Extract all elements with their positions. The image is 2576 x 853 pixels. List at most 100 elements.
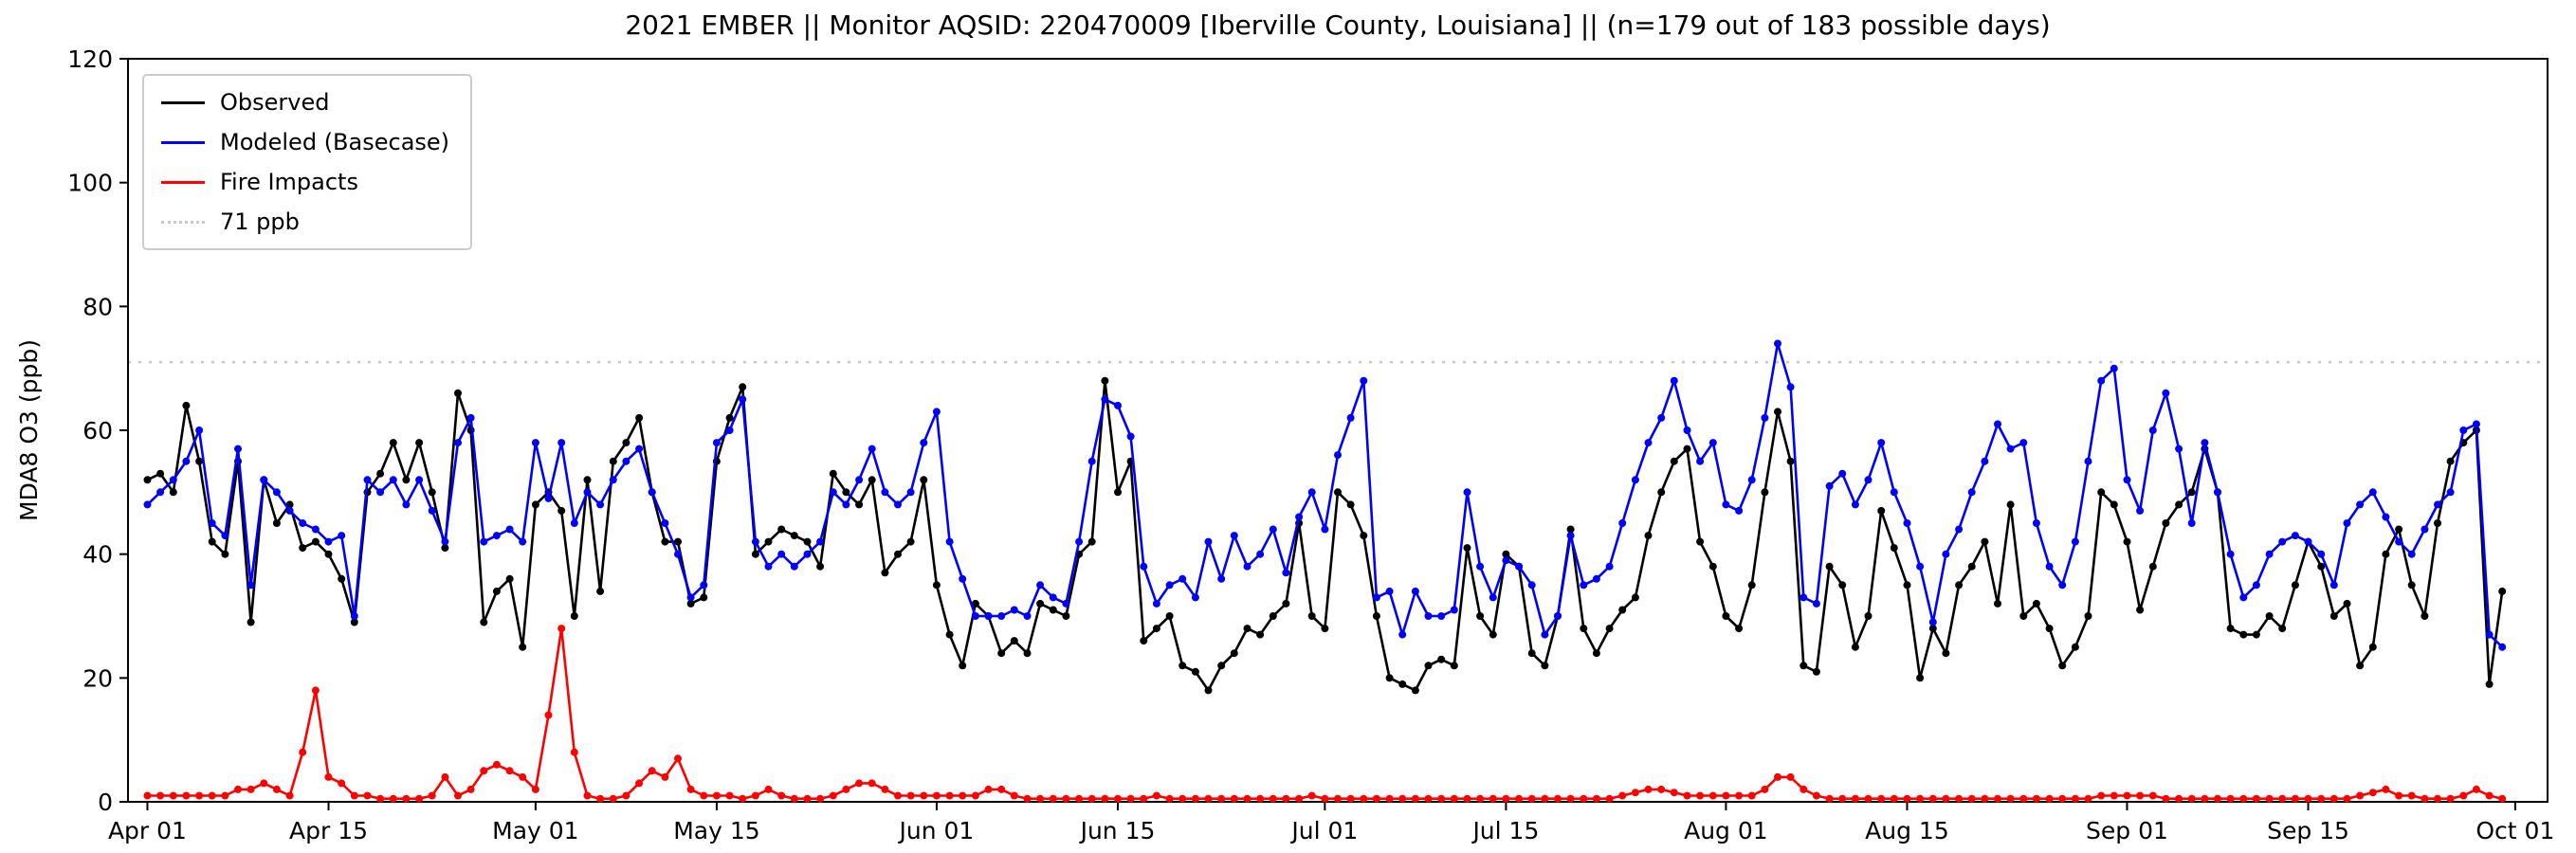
data-point — [1708, 562, 1717, 571]
data-point — [609, 476, 617, 484]
data-point — [1243, 562, 1251, 571]
data-point — [376, 469, 385, 478]
data-point — [1761, 785, 1769, 793]
modeled-line-sample — [161, 140, 205, 144]
data-point — [2368, 488, 2377, 497]
y-tick-label: 80 — [82, 293, 113, 320]
data-point — [1140, 637, 1148, 645]
data-point — [2226, 794, 2235, 803]
data-point — [1321, 794, 1329, 803]
series-line — [147, 626, 2503, 801]
data-point — [790, 532, 798, 540]
data-point — [2136, 791, 2145, 800]
data-point — [1256, 550, 1265, 558]
data-point — [1994, 794, 2001, 803]
data-point — [1101, 395, 1109, 404]
data-point — [1774, 339, 1781, 348]
data-point — [1463, 488, 1471, 497]
data-point — [2265, 550, 2274, 558]
data-point — [842, 488, 850, 497]
data-point — [1657, 488, 1666, 497]
data-point — [1541, 794, 1549, 803]
data-point — [2368, 789, 2377, 797]
data-point — [635, 779, 644, 788]
data-point — [1605, 562, 1614, 571]
data-point — [234, 785, 242, 793]
data-point — [466, 785, 475, 793]
data-point — [2187, 794, 2196, 803]
data-point — [2058, 581, 2067, 590]
data-point — [1269, 794, 1277, 803]
data-point — [2291, 532, 2299, 540]
data-point — [1722, 791, 1730, 800]
data-point — [492, 587, 501, 595]
data-point — [2498, 643, 2507, 651]
data-point — [2136, 506, 2145, 515]
data-point — [324, 772, 333, 781]
data-point — [894, 550, 902, 558]
data-point — [2019, 794, 2028, 803]
data-point — [622, 457, 630, 465]
data-point — [169, 488, 177, 497]
data-point — [868, 476, 876, 484]
data-point — [2201, 794, 2209, 803]
data-point — [1101, 794, 1109, 803]
data-point — [311, 686, 320, 695]
data-point — [2252, 794, 2260, 803]
data-point — [829, 791, 837, 800]
data-point — [894, 500, 902, 509]
data-point — [1385, 674, 1394, 682]
data-point — [609, 457, 617, 465]
data-point — [1334, 488, 1342, 497]
data-point — [945, 537, 954, 546]
data-point — [2019, 612, 2028, 620]
data-point — [1994, 420, 2001, 428]
data-point — [2148, 791, 2157, 800]
legend-label: Modeled (Basecase) — [220, 129, 450, 155]
data-point — [402, 500, 411, 509]
x-tick-label: Oct 01 — [2476, 817, 2554, 844]
x-tick-label: Aug 01 — [1684, 817, 1768, 844]
data-point — [906, 537, 915, 546]
data-point — [2407, 791, 2416, 800]
legend-item-fire: Fire Impacts — [161, 169, 449, 195]
data-point — [583, 488, 592, 497]
data-point — [272, 488, 281, 497]
data-point — [2006, 794, 2015, 803]
data-point — [971, 791, 979, 800]
plot-border — [127, 58, 2549, 803]
data-point — [1140, 794, 1148, 803]
x-tick-label: May 01 — [492, 817, 578, 844]
data-point — [906, 791, 915, 800]
data-point — [1450, 606, 1458, 614]
data-point — [272, 519, 281, 527]
data-point — [492, 532, 501, 540]
data-point — [1605, 625, 1614, 633]
data-point — [596, 500, 605, 509]
data-point — [2329, 581, 2338, 590]
data-point — [1955, 581, 1964, 590]
data-point — [454, 791, 462, 800]
data-point — [945, 791, 954, 800]
data-point — [570, 519, 578, 527]
data-point — [1489, 794, 1497, 803]
data-point — [2356, 662, 2365, 670]
data-point — [1838, 794, 1847, 803]
data-point — [803, 550, 812, 558]
data-point — [169, 476, 177, 484]
data-point — [1527, 581, 1536, 590]
data-point — [338, 532, 346, 540]
data-point — [881, 785, 889, 793]
data-point — [2097, 488, 2106, 497]
data-point — [2317, 794, 2326, 803]
data-point — [454, 389, 462, 397]
data-point — [1580, 794, 1588, 803]
data-point — [1838, 469, 1847, 478]
data-point — [2123, 791, 2131, 800]
data-point — [1307, 791, 1316, 800]
data-point — [2356, 500, 2365, 509]
data-point — [2214, 794, 2221, 803]
data-point — [441, 537, 449, 546]
data-point — [272, 785, 281, 793]
data-point — [725, 426, 734, 434]
